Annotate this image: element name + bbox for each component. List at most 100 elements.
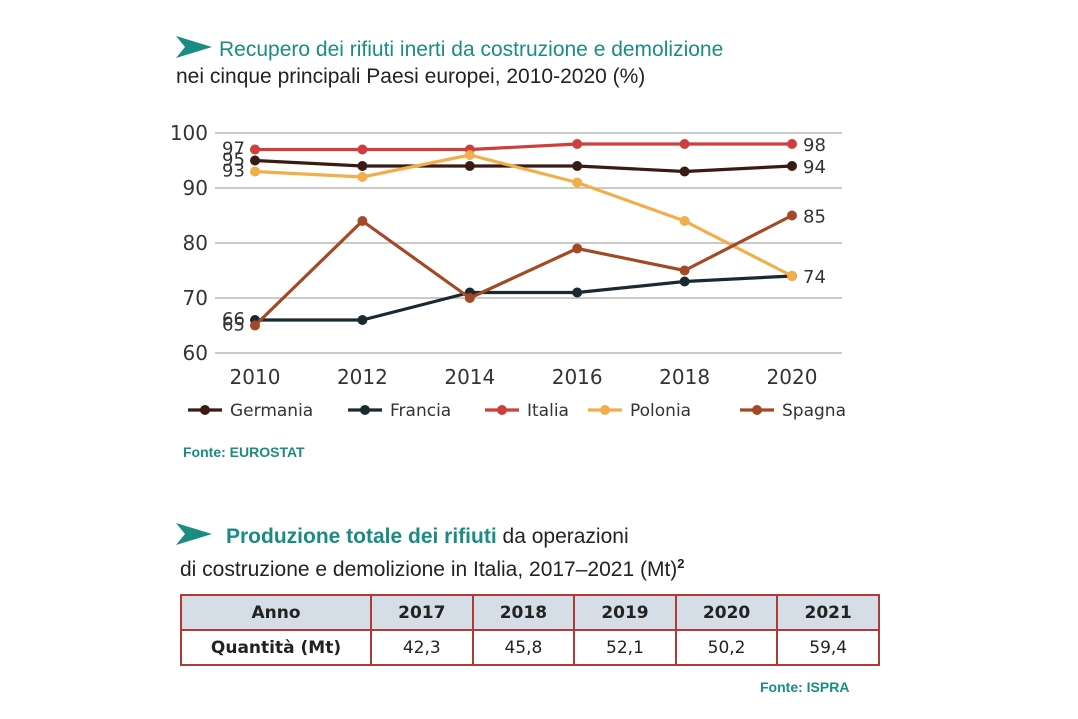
- y-tick-label: 80: [183, 231, 208, 255]
- legend-item-francia: Francia: [348, 401, 451, 421]
- data-label: 85: [803, 207, 826, 228]
- legend-label: Francia: [390, 401, 451, 421]
- data-point: [357, 315, 368, 325]
- table-cell: 42,3: [370, 629, 474, 666]
- table-cell: 50,2: [674, 629, 779, 666]
- legend-label: Polonia: [630, 401, 691, 421]
- gridlines: [215, 132, 842, 354]
- series-line: [254, 153, 793, 278]
- legend-label: Germania: [230, 401, 313, 421]
- data-point: [572, 161, 583, 171]
- series-line: [253, 214, 793, 327]
- chart-source: Fonte: EUROSTAT: [183, 444, 305, 460]
- series-line: [254, 158, 793, 174]
- legend-item-italia: Italia: [485, 401, 569, 421]
- legend-marker: [360, 405, 370, 415]
- data-point: [787, 210, 797, 221]
- data-point: [679, 139, 690, 149]
- data-point: [357, 144, 368, 155]
- x-axis: 2010 2012 2014 2016 2018 2020: [230, 365, 818, 389]
- data-label: 94: [803, 157, 826, 178]
- table-cell: 59,4: [776, 629, 880, 666]
- series-germania: [250, 155, 797, 177]
- x-tick-label: 2014: [444, 365, 495, 389]
- arrow-right-icon: [176, 523, 212, 545]
- chart-title-dark: nei cinque principali Paesi europei, 201…: [176, 65, 646, 88]
- y-axis: 60 70 80 90 100: [170, 121, 208, 365]
- footnote-marker: 2: [677, 556, 685, 571]
- legend-item-germania: Germania: [188, 401, 313, 421]
- data-point: [357, 161, 368, 171]
- legend-label: Spagna: [782, 401, 846, 421]
- data-label: 74: [803, 267, 826, 288]
- series-layer: [250, 139, 797, 331]
- table-title-teal: Produzione totale dei rifiuti: [226, 525, 497, 548]
- data-label: 97: [222, 139, 245, 160]
- chart-title: Recupero dei rifiuti inerti da costruzio…: [176, 36, 876, 96]
- data-point: [679, 166, 690, 177]
- legend-marker: [497, 405, 507, 415]
- data-point: [357, 172, 368, 182]
- data-point: [357, 216, 368, 226]
- data-point: [679, 216, 690, 226]
- production-table: Anno 2017 2018 2019 2020 2021 Quantità (…: [180, 594, 880, 666]
- data-label: 93: [222, 161, 245, 182]
- data-point: [679, 276, 690, 287]
- table-title: Produzione totale dei rifiuti da operazi…: [176, 523, 896, 583]
- legend-marker: [200, 405, 210, 415]
- table-header-row: Anno 2017 2018 2019 2020 2021: [180, 594, 880, 631]
- data-point: [572, 287, 583, 298]
- data-point: [679, 265, 690, 276]
- y-tick-label: 60: [183, 341, 208, 365]
- data-point: [572, 139, 583, 149]
- table-cell: 52,1: [573, 629, 677, 666]
- data-point: [464, 293, 475, 303]
- data-point: [787, 271, 797, 281]
- header-year: 2017: [370, 594, 474, 631]
- legend-item-spagna: Spagna: [740, 401, 846, 421]
- data-point: [464, 150, 475, 160]
- data-point: [250, 166, 260, 177]
- header-year: 2021: [776, 594, 880, 631]
- legend-label: Italia: [527, 401, 569, 421]
- y-tick-label: 70: [183, 286, 208, 310]
- series-line: [255, 274, 793, 322]
- legend-marker: [600, 405, 610, 415]
- table-source: Fonte: ISPRA: [760, 679, 850, 695]
- series-polonia: [250, 150, 797, 281]
- x-tick-label: 2018: [659, 365, 710, 389]
- x-tick-label: 2012: [337, 365, 388, 389]
- legend: Germania Francia Italia Polonia Spagna: [188, 401, 846, 421]
- data-point: [572, 177, 583, 188]
- data-point: [572, 243, 583, 254]
- table-title-dark-1: da operazioni: [496, 525, 629, 548]
- series-spagna: [250, 210, 797, 331]
- data-label: 66: [222, 309, 245, 330]
- data-label: 65: [222, 315, 245, 336]
- legend-item-polonia: Polonia: [588, 401, 691, 421]
- header-label: Anno: [180, 594, 372, 631]
- data-point: [464, 161, 475, 171]
- chart-title-teal: Recupero dei rifiuti inerti da costruzio…: [219, 38, 724, 61]
- table-row: Quantità (Mt) 42,3 45,8 52,1 50,2 59,4: [180, 629, 880, 666]
- header-year: 2020: [674, 594, 779, 631]
- header-year: 2019: [573, 594, 677, 631]
- series-line: [255, 142, 792, 152]
- arrow-right-icon: [176, 36, 212, 58]
- data-point: [250, 155, 260, 166]
- data-point: [787, 161, 797, 171]
- x-tick-label: 2016: [552, 365, 603, 389]
- y-tick-label: 90: [183, 176, 208, 200]
- header-year: 2018: [471, 594, 576, 631]
- y-tick-label: 100: [170, 121, 208, 145]
- series-italia: [250, 139, 797, 155]
- data-label: 98: [803, 135, 826, 156]
- data-label: 95: [222, 150, 245, 171]
- row-label: Quantità (Mt): [180, 629, 372, 666]
- table-cell: 45,8: [471, 629, 576, 666]
- data-point: [787, 139, 797, 149]
- legend-marker: [752, 405, 762, 415]
- data-point: [250, 320, 260, 331]
